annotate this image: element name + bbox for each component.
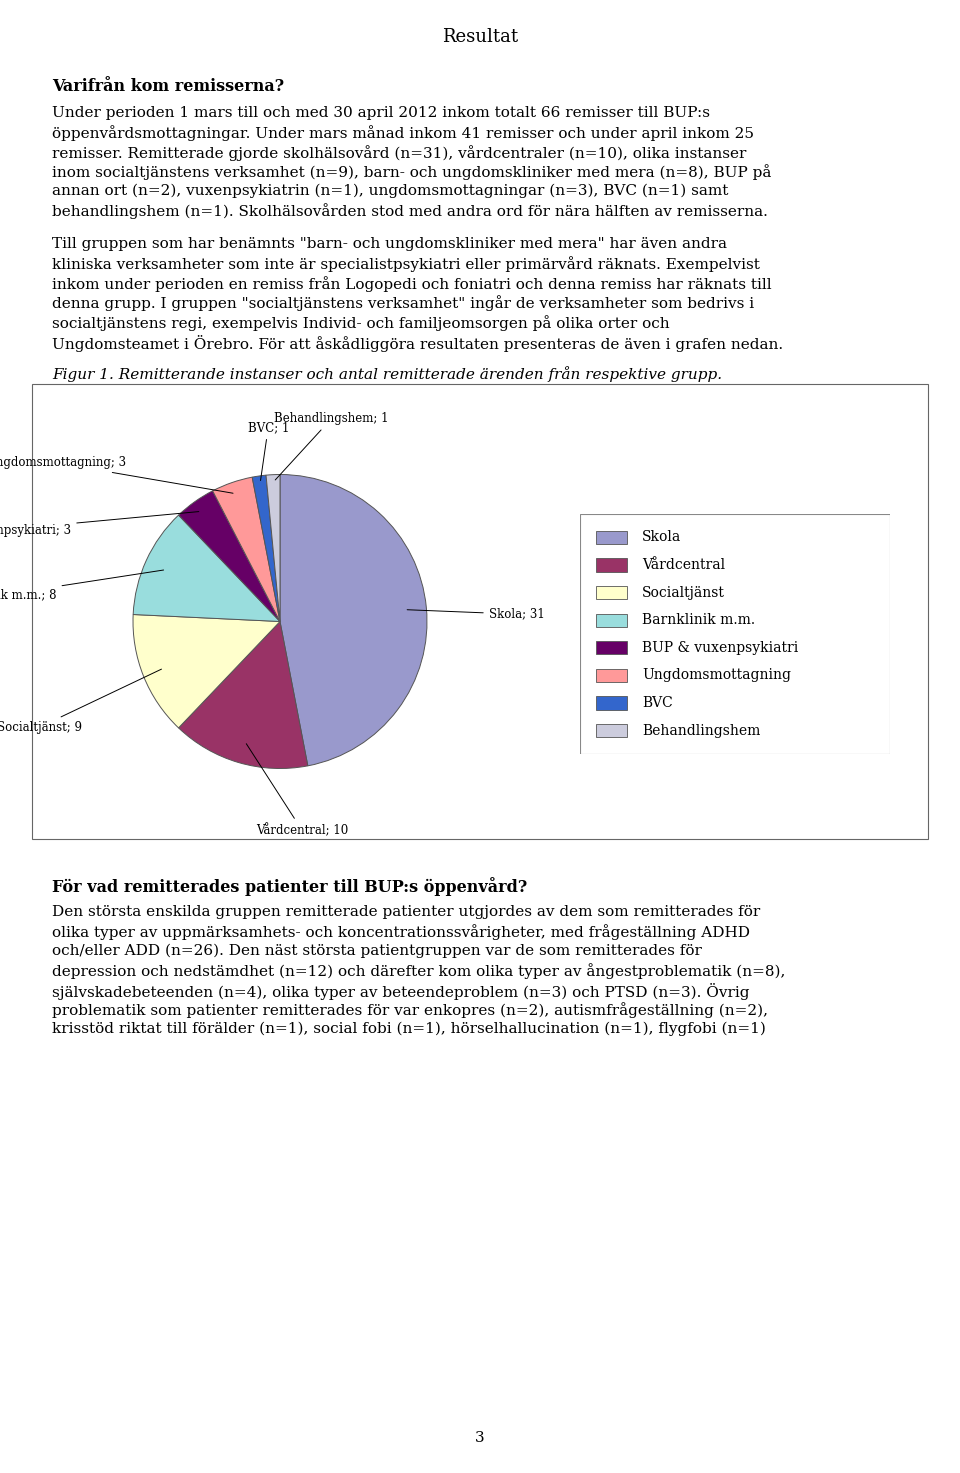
Text: Barnklinik m.m.; 8: Barnklinik m.m.; 8 [0, 570, 163, 601]
Bar [595, 530, 627, 544]
Bar [595, 725, 627, 736]
Text: Socialtjänst: Socialtjänst [642, 586, 725, 600]
Text: depression och nedstämdhet (n=12) och därefter kom olika typer av ångestproblema: depression och nedstämdhet (n=12) och dä… [52, 963, 785, 980]
Bar [595, 641, 627, 654]
Wedge shape [133, 614, 280, 728]
Text: Ungdomsmottagning: Ungdomsmottagning [642, 669, 791, 682]
Text: remisser. Remitterade gjorde skolhälsovård (n=31), vårdcentraler (n=10), olika i: remisser. Remitterade gjorde skolhälsovå… [52, 144, 746, 161]
Text: socialtjänstens regi, exempelvis Individ- och familjeomsorgen på olika orter och: socialtjänstens regi, exempelvis Individ… [52, 315, 670, 331]
Wedge shape [266, 474, 280, 622]
Text: Barnklinik m.m.: Barnklinik m.m. [642, 613, 756, 627]
Wedge shape [213, 477, 280, 622]
Text: Vårdcentral; 10: Vårdcentral; 10 [247, 744, 348, 837]
Text: annan ort (n=2), vuxenpsykiatrin (n=1), ungdomsmottagningar (n=3), BVC (n=1) sam: annan ort (n=2), vuxenpsykiatrin (n=1), … [52, 184, 729, 199]
Text: Till gruppen som har benämnts "barn- och ungdomskliniker med mera" har även andr: Till gruppen som har benämnts "barn- och… [52, 237, 727, 250]
Text: Socialtjänst; 9: Socialtjänst; 9 [0, 669, 161, 734]
Text: och/eller ADD (n=26). Den näst största patientgruppen var de som remitterades fö: och/eller ADD (n=26). Den näst största p… [52, 944, 702, 959]
Text: Figur 1. Remitterande instanser och antal remitterade ärenden från respektive gr: Figur 1. Remitterande instanser och anta… [52, 365, 722, 382]
Text: BUP & vuxenpsykiatri; 3: BUP & vuxenpsykiatri; 3 [0, 511, 199, 536]
Bar [595, 669, 627, 682]
Bar [595, 697, 627, 710]
Wedge shape [280, 474, 427, 766]
Text: Resultat: Resultat [442, 28, 518, 46]
Text: behandlingshem (n=1). Skolhälsovården stod med andra ord för nära hälften av rem: behandlingshem (n=1). Skolhälsovården st… [52, 203, 768, 219]
Text: öppenvårdsmottagningar. Under mars månad inkom 41 remisser och under april inkom: öppenvårdsmottagningar. Under mars månad… [52, 125, 754, 141]
Text: inkom under perioden en remiss från Logopedi och foniatri och denna remiss har r: inkom under perioden en remiss från Logo… [52, 275, 772, 292]
Bar [595, 614, 627, 627]
Text: BUP & vuxenpsykiatri: BUP & vuxenpsykiatri [642, 641, 799, 655]
Text: Varifrån kom remisserna?: Varifrån kom remisserna? [52, 78, 284, 94]
Wedge shape [179, 622, 308, 769]
Wedge shape [133, 516, 280, 622]
Text: Ungdomsteamet i Örebro. För att åskådliggöra resultaten presenteras de även i gr: Ungdomsteamet i Örebro. För att åskådlig… [52, 334, 783, 352]
Text: inom socialtjänstens verksamhet (n=9), barn- och ungdomskliniker med mera (n=8),: inom socialtjänstens verksamhet (n=9), b… [52, 165, 772, 180]
Bar [595, 558, 627, 572]
Text: Skola; 31: Skola; 31 [407, 608, 544, 620]
Text: Behandlingshem: Behandlingshem [642, 723, 760, 738]
Wedge shape [179, 491, 280, 622]
Text: Ungdomsmottagning; 3: Ungdomsmottagning; 3 [0, 457, 233, 493]
Text: Den största enskilda gruppen remitterade patienter utgjordes av dem som remitter: Den största enskilda gruppen remitterade… [52, 904, 760, 919]
Text: 3: 3 [475, 1430, 485, 1445]
Text: För vad remitterades patienter till BUP:s öppenvård?: För vad remitterades patienter till BUP:… [52, 876, 527, 896]
Text: BVC: BVC [642, 697, 673, 710]
Text: problematik som patienter remitterades för var enkopres (n=2), autismfrågeställn: problematik som patienter remitterades f… [52, 1003, 768, 1018]
Wedge shape [252, 476, 280, 622]
Text: Vårdcentral: Vårdcentral [642, 558, 725, 572]
Text: självskadebeteenden (n=4), olika typer av beteendeproblem (n=3) och PTSD (n=3). : självskadebeteenden (n=4), olika typer a… [52, 982, 750, 1000]
Text: denna grupp. I gruppen "socialtjänstens verksamhet" ingår de verksamheter som be: denna grupp. I gruppen "socialtjänstens … [52, 296, 755, 311]
Text: olika typer av uppmärksamhets- och koncentrationssvårigheter, med frågeställning: olika typer av uppmärksamhets- och konce… [52, 925, 750, 940]
Text: kliniska verksamheter som inte är specialistpsykiatri eller primärvård räknats. : kliniska verksamheter som inte är specia… [52, 256, 760, 273]
Text: Under perioden 1 mars till och med 30 april 2012 inkom totalt 66 remisser till B: Under perioden 1 mars till och med 30 ap… [52, 106, 710, 119]
Text: krisstöd riktat till förälder (n=1), social fobi (n=1), hörselhallucination (n=1: krisstöd riktat till förälder (n=1), soc… [52, 1022, 766, 1037]
Text: Behandlingshem; 1: Behandlingshem; 1 [275, 412, 389, 480]
Bar [32, 384, 928, 840]
Text: Skola: Skola [642, 530, 682, 545]
Bar [595, 586, 627, 600]
Text: BVC; 1: BVC; 1 [248, 421, 289, 480]
